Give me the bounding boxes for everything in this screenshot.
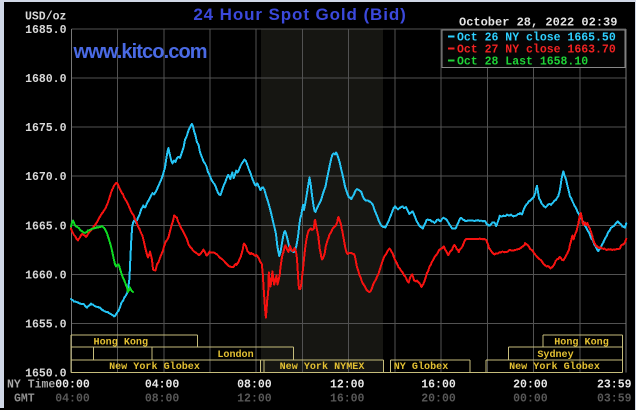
svg-text:04:00: 04:00 xyxy=(145,379,180,392)
svg-text:Hong Kong: Hong Kong xyxy=(94,337,149,348)
svg-text:New York Globex: New York Globex xyxy=(509,361,600,373)
svg-text:12:00: 12:00 xyxy=(237,393,272,406)
svg-text:NY Globex: NY Globex xyxy=(394,361,449,373)
svg-text:GMT: GMT xyxy=(14,393,35,406)
svg-text:20:00: 20:00 xyxy=(421,393,456,406)
svg-text:00:00: 00:00 xyxy=(55,379,90,392)
svg-text:Oct 27 NY close 1663.70: Oct 27 NY close 1663.70 xyxy=(457,43,616,56)
svg-text:1665.0: 1665.0 xyxy=(25,220,67,233)
svg-text:23:59: 23:59 xyxy=(597,379,632,392)
svg-text:Hong Kong: Hong Kong xyxy=(554,337,609,348)
svg-text:12:00: 12:00 xyxy=(330,379,365,392)
svg-text:1675.0: 1675.0 xyxy=(25,122,67,135)
svg-text:03:59: 03:59 xyxy=(597,393,632,406)
svg-text:00:00: 00:00 xyxy=(513,393,548,406)
svg-text:London: London xyxy=(217,349,253,361)
svg-text:1685.0: 1685.0 xyxy=(25,24,67,37)
svg-text:New York Globex: New York Globex xyxy=(109,361,200,373)
svg-text:08:00: 08:00 xyxy=(145,393,180,406)
svg-text:20:00: 20:00 xyxy=(513,379,548,392)
svg-text:1655.0: 1655.0 xyxy=(25,319,67,332)
svg-text:1660.0: 1660.0 xyxy=(25,269,67,282)
svg-text:October 28, 2022 02:39: October 28, 2022 02:39 xyxy=(459,16,617,30)
svg-text:16:00: 16:00 xyxy=(421,379,456,392)
svg-text:NY Time: NY Time xyxy=(7,379,55,392)
svg-text:04:00: 04:00 xyxy=(55,393,90,406)
svg-text:1650.0: 1650.0 xyxy=(25,368,67,381)
svg-text:Oct 26 NY close 1665.50: Oct 26 NY close 1665.50 xyxy=(457,31,616,44)
svg-text:USD/oz: USD/oz xyxy=(25,11,67,24)
svg-text:New York NYMEX: New York NYMEX xyxy=(280,361,366,373)
svg-text:16:00: 16:00 xyxy=(330,393,365,406)
svg-text:Sydney: Sydney xyxy=(537,349,573,361)
svg-text:1680.0: 1680.0 xyxy=(25,73,67,86)
svg-text:Oct 28 Last 1658.10: Oct 28 Last 1658.10 xyxy=(457,55,588,68)
svg-text:1670.0: 1670.0 xyxy=(25,171,67,184)
svg-text:08:00: 08:00 xyxy=(237,379,272,392)
